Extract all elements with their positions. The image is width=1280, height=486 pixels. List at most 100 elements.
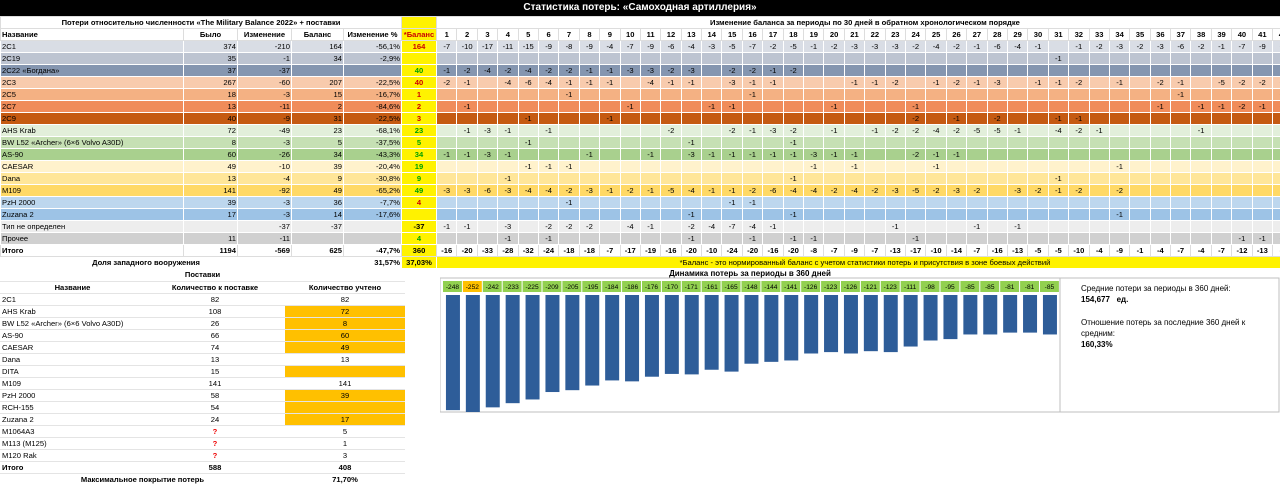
period-cell [1170, 208, 1192, 221]
period-cell [1068, 220, 1090, 233]
table-row: 2С22 «Богдана» 37 -37 40 -1 -2 -4 -2 -4 -2 -2 -1 -1-… [0, 64, 1280, 77]
bar-label-bg [721, 281, 741, 292]
period-cell: -1 [843, 76, 866, 89]
supply-row: 2С1 82 82 [0, 293, 406, 306]
period-cell [619, 148, 641, 161]
period-cell: -1 [599, 184, 621, 197]
bar [485, 295, 500, 408]
period-cell: -17 [476, 40, 499, 53]
period-cell: -1 [966, 220, 988, 233]
period-cell [456, 112, 478, 125]
period-cell [578, 124, 601, 137]
period-cell: -1 [945, 148, 968, 161]
totals-period-cell: -13 [884, 244, 906, 257]
period-cell: -15 [517, 40, 539, 53]
period-cell: -1 [1190, 100, 1212, 113]
period-cell [537, 208, 560, 221]
period-cell: -1 [558, 88, 580, 101]
period-cell [497, 136, 519, 149]
bar [863, 295, 878, 352]
period-cell: -4 [599, 40, 621, 53]
period-cell [1190, 112, 1212, 125]
period-cell [1272, 112, 1280, 125]
row-normalized-balance: 2 [401, 100, 437, 113]
totals-label: Итого [0, 244, 184, 257]
period-cell [1231, 64, 1253, 77]
row-balance: 39 [291, 160, 344, 173]
period-cell [1231, 184, 1253, 197]
avg-losses-label: Средние потери за периоды в 360 дней: [1081, 284, 1231, 293]
period-cell [803, 208, 825, 221]
period-cell: -2 [741, 64, 764, 77]
period-cell: -1 [456, 76, 478, 89]
period-cell: -6 [517, 76, 539, 89]
period-cell: -2 [762, 40, 784, 53]
table-row: CAESAR 49 -10 39 -20,4% 19 -1 -1 -1 -1 -1 -1 -1 [0, 160, 1280, 173]
row-balance: 164 [291, 40, 344, 53]
period-cell [945, 64, 968, 77]
bar-label-bg [562, 281, 582, 292]
period-header: 17 [762, 28, 784, 41]
period-cell: -3 [497, 184, 519, 197]
period-cell [476, 112, 499, 125]
table-row: AHS Krab 72 -49 23 -68,1% 23 -1 -3 -1 -1 -2 -2 -1 -3-… [0, 124, 1280, 137]
period-cell [1231, 112, 1253, 125]
period-cell [1190, 184, 1212, 197]
row-change-pct: -56,1% [343, 40, 402, 53]
period-cell [1047, 40, 1070, 53]
bar-value-label: -126 [804, 284, 818, 291]
period-cell [1231, 160, 1253, 173]
row-balance: 14 [291, 208, 344, 221]
period-cell [741, 172, 764, 185]
bar-value-label: -85 [965, 284, 975, 291]
period-cell [1006, 136, 1029, 149]
period-cell [945, 160, 968, 173]
period-cell [476, 208, 499, 221]
period-cell: -7 [435, 40, 458, 53]
row-change: -11 [237, 100, 292, 113]
period-header: 28 [986, 28, 1008, 41]
period-cell: -2 [823, 40, 845, 53]
period-cell [537, 112, 560, 125]
nbal-header-blank [401, 16, 437, 29]
period-cell: -1 [864, 76, 886, 89]
period-cell [1108, 148, 1131, 161]
period-cell [1272, 196, 1280, 209]
period-cell [1190, 160, 1212, 173]
period-cell [578, 232, 601, 245]
period-cell [762, 208, 784, 221]
period-cell: -7 [721, 220, 743, 233]
period-cell [1190, 208, 1212, 221]
bar [764, 295, 779, 362]
table-row: Тип не определен -37 -37 -37 -1 -1 -3 -2 -2 -2 -4-… [0, 220, 1280, 233]
period-cell [803, 220, 825, 233]
group-header-row: Потери относительно численности «The Mil… [0, 16, 1280, 29]
period-cell: -7 [619, 40, 641, 53]
period-cell [1108, 136, 1131, 149]
period-header: 33 [1088, 28, 1110, 41]
period-cell [1047, 232, 1070, 245]
period-cell [741, 136, 764, 149]
period-cell [1272, 208, 1280, 221]
period-cell [1006, 160, 1029, 173]
row-change-pct: -2,9% [343, 52, 402, 65]
period-cell [1149, 88, 1172, 101]
period-header: 7 [558, 28, 580, 41]
period-cell [1088, 136, 1110, 149]
period-cell [741, 52, 764, 65]
supply-counted: 49 [285, 341, 406, 354]
period-cell: -1 [884, 220, 906, 233]
supply-to-deliver: ? [145, 437, 285, 450]
period-cell: -9 [639, 40, 662, 53]
period-cell: -2 [1088, 40, 1110, 53]
period-cell [660, 160, 682, 173]
period-cell [864, 196, 886, 209]
period-cell [1170, 160, 1192, 173]
period-cell [1170, 220, 1192, 233]
totals-period-cell: -13 [1251, 244, 1274, 257]
period-header: 22 [864, 28, 886, 41]
period-cell [558, 172, 580, 185]
period-cell [782, 220, 805, 233]
